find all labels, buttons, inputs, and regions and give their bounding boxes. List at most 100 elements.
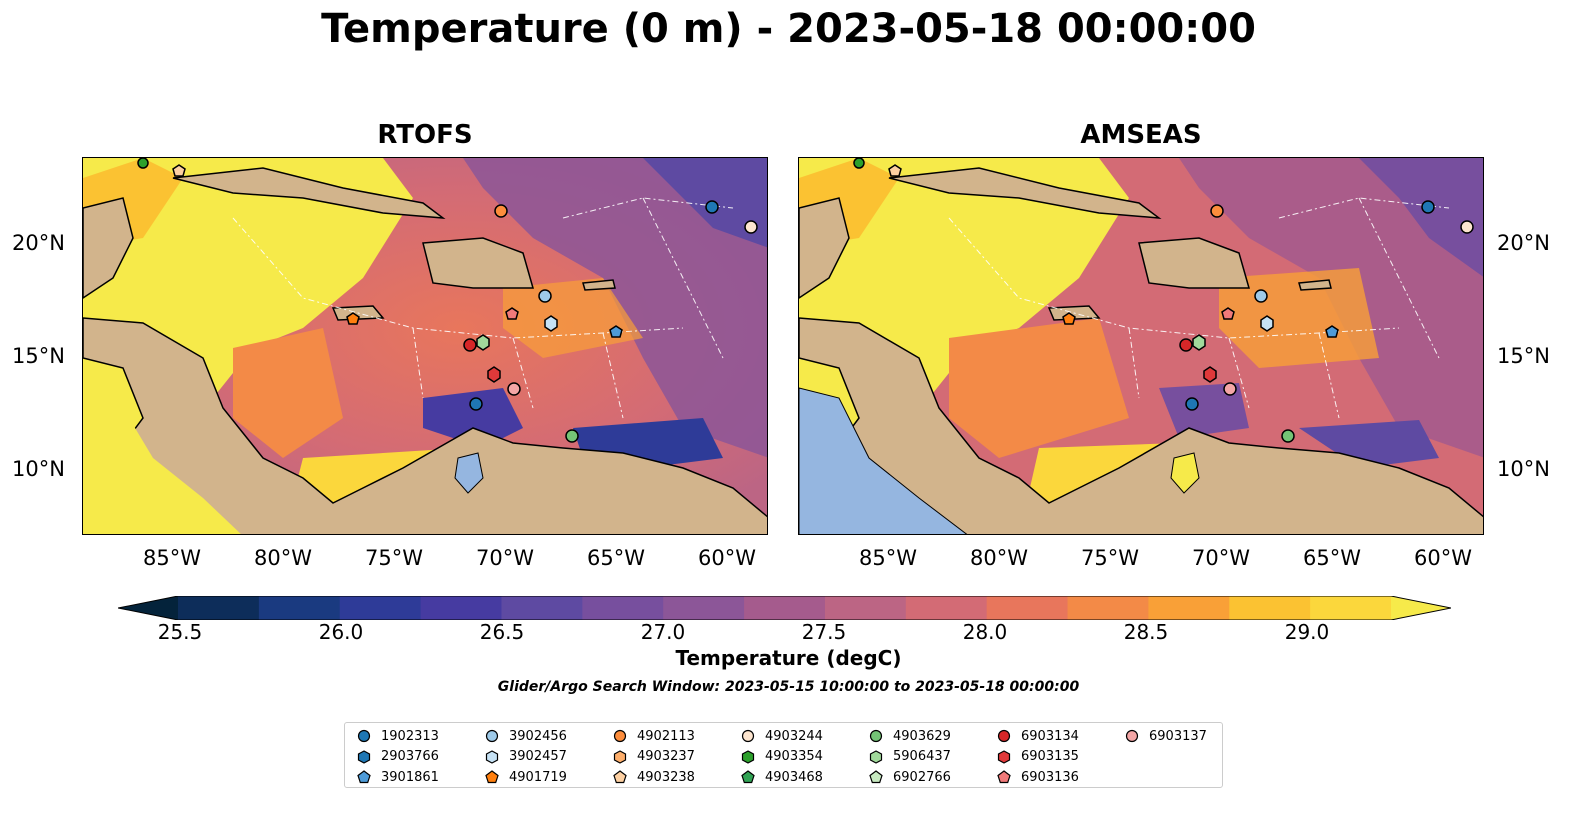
circle-marker-icon: [613, 729, 627, 743]
colorbar-gradient: [117, 595, 1452, 621]
legend-label: 4903244: [765, 728, 823, 744]
legend-entry: 4903238: [613, 767, 695, 787]
lat-label-15n-right: 15°N: [1497, 344, 1550, 368]
lon-label-60w-right: 60°W: [1414, 546, 1472, 570]
legend-entry: 3902456: [485, 726, 567, 746]
legend-entry: 6903136: [997, 767, 1079, 787]
circle-marker-icon: [869, 729, 883, 743]
legend-entry: 4903629: [869, 726, 951, 746]
colorbar-bin: [1148, 596, 1230, 620]
panel-title-rtofs: RTOFS: [377, 120, 473, 150]
pentagon-marker-icon: [869, 770, 883, 784]
rtofs-temperature-map: [83, 158, 767, 534]
colorbar-extend-high: [1391, 596, 1451, 620]
colorbar-extend-low: [118, 596, 178, 620]
legend-entry: 6903137: [1125, 726, 1207, 746]
lat-label-10n-left: 10°N: [12, 457, 65, 481]
hexagon-marker-icon: [869, 749, 883, 764]
legend-label: 4902113: [637, 728, 695, 744]
lon-label-85w-left: 85°W: [143, 546, 201, 570]
lat-label-10n-right: 10°N: [1497, 457, 1550, 481]
temperature-colorbar: [117, 595, 1452, 621]
colorbar-bin: [420, 596, 502, 620]
colorbar-bin: [1310, 596, 1392, 620]
legend-entry: 4903244: [741, 726, 823, 746]
lat-label-15n-left: 15°N: [12, 344, 65, 368]
legend-entry: 4902113: [613, 726, 695, 746]
colorbar-tick: 26.0: [318, 620, 364, 644]
platform-legend: 1902313 2903766 3901861 3902456 3902457 49017…: [344, 722, 1223, 788]
legend-entry: 1902313: [357, 726, 439, 746]
colorbar-bin: [582, 596, 664, 620]
map-panel-amseas[interactable]: [798, 157, 1484, 535]
lat-label-20n-left: 20°N: [12, 231, 65, 255]
hexagon-marker-icon: [741, 749, 755, 764]
lon-label-80w-right: 80°W: [970, 546, 1028, 570]
legend-label: 4903237: [637, 749, 695, 764]
lon-label-75w-right: 75°W: [1081, 546, 1139, 570]
panel-title-amseas: AMSEAS: [1080, 120, 1202, 150]
colorbar-bin: [905, 596, 988, 620]
legend-label: 4903629: [893, 728, 951, 744]
legend-label: 5906437: [893, 749, 951, 764]
colorbar-bin: [339, 596, 422, 620]
hexagon-marker-icon: [357, 749, 371, 764]
legend-entry: 5906437: [869, 747, 951, 767]
hexagon-marker-icon: [485, 749, 499, 764]
colorbar-tick: 28.5: [1123, 620, 1169, 644]
legend-entry: 4903237: [613, 747, 695, 767]
hexagon-marker-icon: [997, 749, 1011, 764]
legend-label: 3902456: [509, 728, 567, 744]
colorbar-label: Temperature (degC): [675, 646, 902, 670]
colorbar-bin: [1229, 596, 1311, 620]
lon-label-70w-right: 70°W: [1192, 546, 1250, 570]
legend-entry: 3901861: [357, 767, 439, 787]
pentagon-marker-icon: [613, 770, 627, 784]
legend-entry: 3902457: [485, 747, 567, 767]
colorbar-bin: [824, 596, 907, 620]
lon-label-60w-left: 60°W: [698, 546, 756, 570]
colorbar-bin: [501, 596, 583, 620]
lon-label-65w-right: 65°W: [1303, 546, 1361, 570]
lon-label-75w-left: 75°W: [365, 546, 423, 570]
legend-entry: 6903134: [997, 726, 1079, 746]
legend-label: 6903136: [1021, 769, 1079, 785]
colorbar-bin: [178, 596, 260, 620]
search-window-caption: Glider/Argo Search Window: 2023-05-15 10…: [497, 679, 1080, 695]
lat-label-20n-right: 20°N: [1497, 231, 1550, 255]
legend-label: 1902313: [381, 728, 439, 744]
legend-label: 6903134: [1021, 728, 1079, 744]
colorbar-tick: 27.5: [801, 620, 847, 644]
legend-label: 6903135: [1021, 749, 1079, 764]
pentagon-marker-icon: [997, 770, 1011, 784]
colorbar-bin: [663, 596, 745, 620]
colorbar-bin: [1067, 596, 1149, 620]
colorbar-bin: [258, 596, 341, 620]
pentagon-marker-icon: [741, 770, 755, 784]
map-panel-rtofs[interactable]: [82, 157, 768, 535]
circle-marker-icon: [1125, 729, 1139, 743]
colorbar-bin: [986, 596, 1069, 620]
lon-label-85w-right: 85°W: [859, 546, 917, 570]
hexagon-marker-icon: [613, 749, 627, 764]
circle-marker-icon: [485, 729, 499, 743]
lon-label-65w-left: 65°W: [587, 546, 645, 570]
legend-label: 3901861: [381, 769, 439, 785]
circle-marker-icon: [741, 729, 755, 743]
legend-label: 4903238: [637, 769, 695, 785]
figure-title: Temperature (0 m) - 2023-05-18 00:00:00: [321, 6, 1256, 52]
legend-label: 4901719: [509, 769, 567, 785]
lon-label-70w-left: 70°W: [476, 546, 534, 570]
legend-label: 4903354: [765, 749, 823, 764]
legend-label: 2903766: [381, 749, 439, 764]
pentagon-marker-icon: [357, 770, 371, 784]
legend-entry: 4903468: [741, 767, 823, 787]
colorbar-tick: 25.5: [157, 620, 203, 644]
legend-entry: 4901719: [485, 767, 567, 787]
pentagon-marker-icon: [485, 770, 499, 784]
circle-marker-icon: [357, 729, 371, 743]
colorbar-tick: 29.0: [1284, 620, 1330, 644]
legend-entry: 2903766: [357, 747, 439, 767]
amseas-temperature-map: [799, 158, 1483, 534]
legend-label: 3902457: [509, 749, 567, 764]
